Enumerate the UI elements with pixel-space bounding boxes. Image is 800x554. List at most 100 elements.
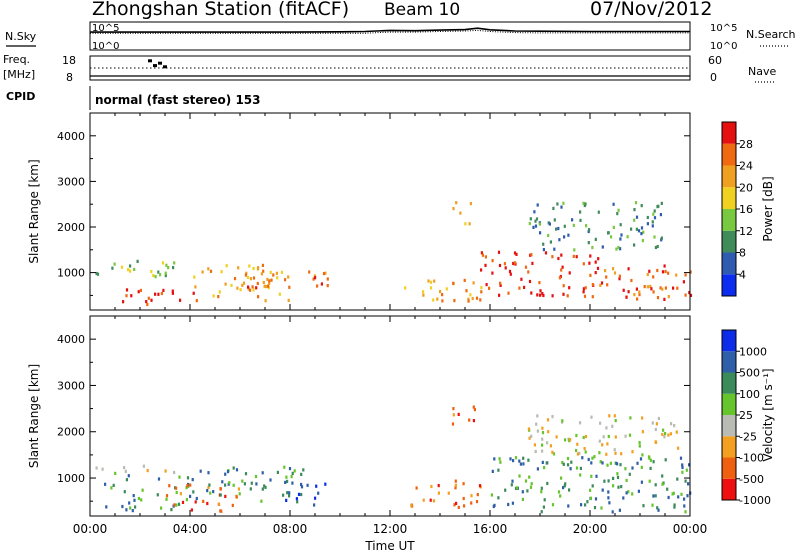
power-data-cell: [582, 287, 585, 291]
velocity-data-cell: [202, 499, 205, 503]
velocity-data-cell: [455, 501, 458, 505]
velocity-data-cell: [679, 456, 683, 460]
velocity-data-cell: [584, 434, 588, 439]
velocity-data-cell: [498, 457, 501, 461]
velocity-data-cell: [628, 433, 632, 437]
velocity-data-cell: [625, 478, 628, 482]
power-colorbar-tick-label: 24: [739, 160, 753, 173]
power-data-cell: [591, 283, 594, 287]
power-data-cell: [533, 210, 536, 214]
power-data-cell: [638, 290, 641, 294]
freq-label-2: [MHz]: [3, 68, 35, 81]
power-data-cell: [249, 288, 252, 292]
velocity-data-cell: [261, 487, 264, 491]
velocity-data-cell: [638, 441, 641, 445]
velocity-data-cell: [683, 504, 686, 508]
power-data-cell: [664, 286, 667, 290]
power-data-cell: [179, 298, 182, 302]
nsky-panel-frame: [89, 21, 691, 51]
nsky-label: N.Sky: [5, 30, 37, 43]
velocity-colorbar-swatch: [722, 436, 736, 458]
power-data-cell: [617, 208, 620, 212]
power-data-cell: [633, 243, 636, 247]
power-data-cell: [256, 281, 259, 286]
velocity-data-cell: [530, 482, 533, 486]
velocity-data-cell: [511, 501, 514, 505]
velocity-data-cell: [605, 426, 608, 430]
velocity-data-cell: [566, 456, 570, 461]
velocity-data-cell: [587, 457, 590, 462]
power-data-cell: [568, 286, 571, 290]
power-data-cell: [636, 297, 639, 301]
velocity-data-cell: [628, 472, 631, 476]
velocity-data-cell: [432, 499, 436, 503]
power-data-cell: [556, 202, 559, 206]
power-data-cell: [504, 266, 507, 270]
power-data-cell: [653, 235, 656, 239]
velocity-data-cell: [232, 466, 235, 470]
velocity-data-cell: [226, 470, 230, 474]
power-y-tick-label: 2000: [57, 221, 85, 234]
power-data-cell: [654, 245, 657, 250]
velocity-data-cell: [529, 485, 533, 489]
power-data-cell: [452, 281, 455, 285]
power-data-cell: [247, 287, 250, 291]
power-data-cell: [558, 238, 561, 242]
velocity-data-cell: [591, 456, 594, 460]
power-data-cell: [463, 278, 466, 282]
velocity-y-tick-label: 1000: [57, 472, 85, 485]
velocity-data-cell: [613, 414, 616, 418]
velocity-data-cell: [546, 441, 549, 445]
velocity-data-cell: [123, 490, 126, 494]
power-data-cell: [536, 293, 539, 297]
power-data-cell: [625, 295, 628, 299]
velocity-data-cell: [429, 498, 432, 502]
power-data-cell: [619, 247, 622, 251]
velocity-data-cell: [611, 510, 614, 514]
velocity-data-cell: [651, 421, 654, 425]
velocity-data-cell: [291, 471, 294, 475]
power-data-cell: [264, 299, 267, 303]
power-data-cell: [173, 261, 176, 265]
velocity-data-cell: [293, 469, 296, 473]
power-data-cell: [488, 286, 491, 290]
cpid-label: CPID: [6, 90, 35, 103]
power-data-cell: [616, 212, 619, 216]
power-data-cell: [233, 277, 237, 281]
power-data-cell: [587, 229, 590, 234]
power-data-cell: [582, 290, 585, 294]
power-data-cell: [278, 292, 281, 296]
velocity-data-cell: [509, 457, 512, 461]
velocity-data-cell: [608, 414, 611, 418]
velocity-data-cell: [606, 442, 609, 446]
velocity-data-cell: [112, 483, 115, 487]
power-data-cell: [276, 276, 279, 280]
power-data-cell: [524, 265, 528, 269]
power-data-cell: [111, 266, 114, 270]
power-data-cell: [553, 218, 556, 222]
power-data-cell: [498, 293, 501, 297]
velocity-data-cell: [664, 432, 667, 436]
velocity-data-cell: [661, 474, 664, 478]
power-data-cell: [634, 201, 638, 205]
power-data-cell: [530, 253, 533, 257]
power-data-cell: [640, 226, 644, 230]
nave-tick-0: 0: [710, 71, 717, 84]
freq-point: [148, 59, 152, 63]
power-data-cell: [162, 288, 165, 292]
power-data-cell: [688, 291, 691, 295]
power-data-cell: [137, 290, 140, 294]
power-data-cell: [127, 268, 130, 272]
velocity-data-cell: [114, 471, 117, 475]
x-tick-label: 04:00: [173, 522, 208, 536]
velocity-data-cell: [231, 503, 234, 507]
power-data-cell: [268, 279, 271, 283]
power-data-cell: [606, 283, 609, 287]
velocity-data-cell: [127, 474, 130, 478]
velocity-data-cell: [512, 459, 515, 463]
velocity-data-cell: [641, 430, 644, 434]
power-data-cell: [557, 226, 560, 231]
velocity-data-cell: [516, 486, 519, 490]
power-data-cell: [635, 227, 638, 231]
